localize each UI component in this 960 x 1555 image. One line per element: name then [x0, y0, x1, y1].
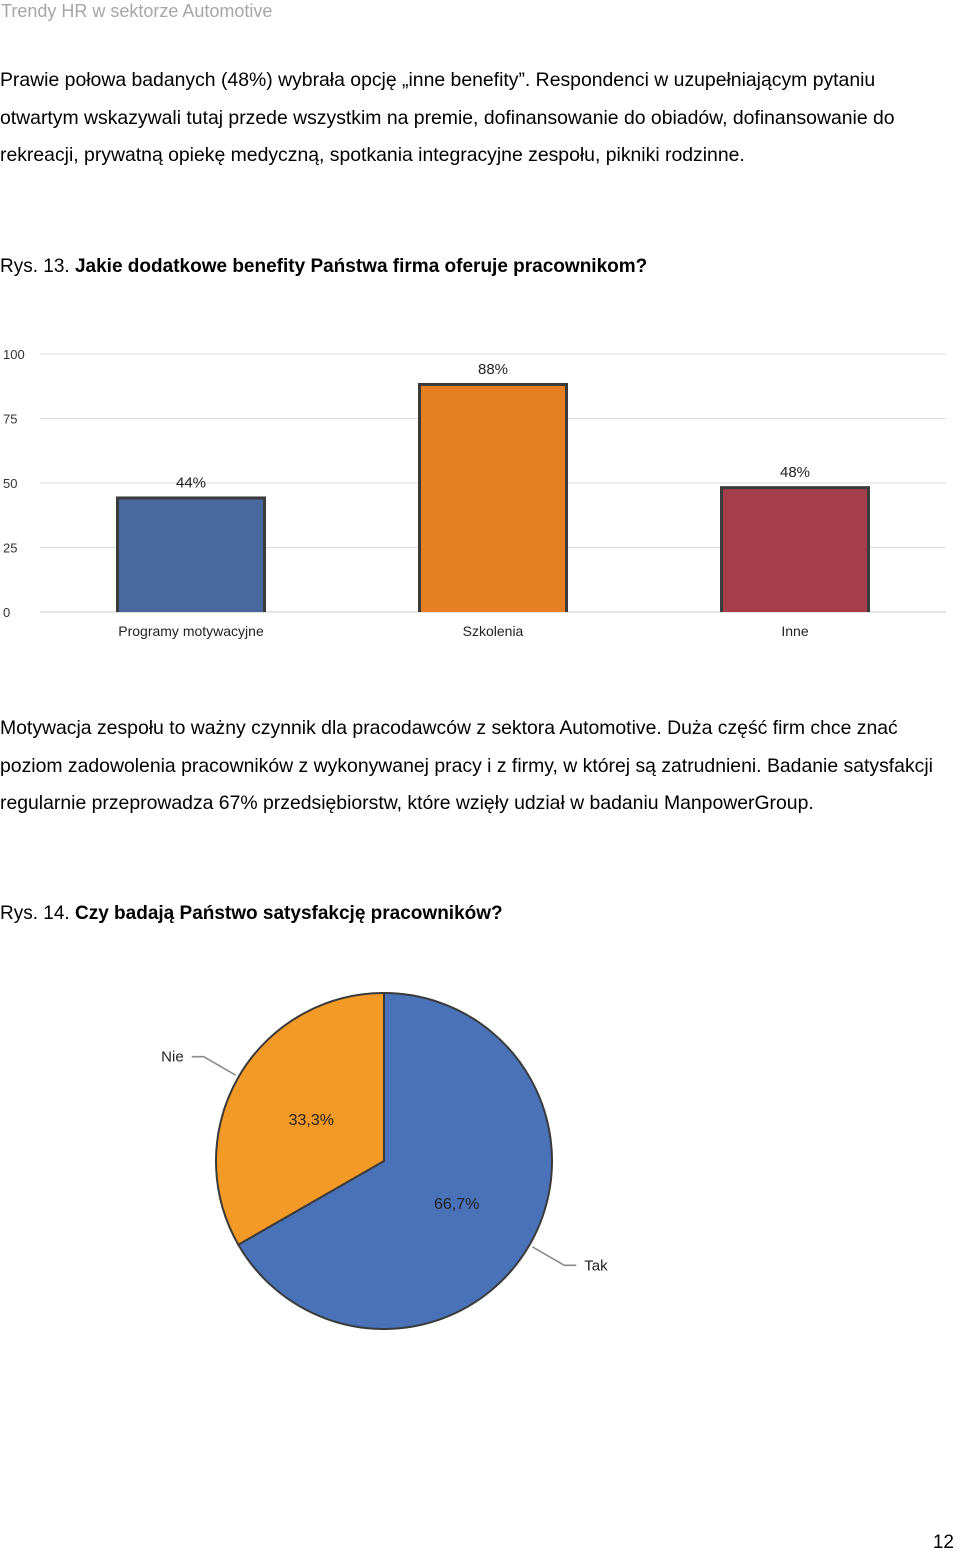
benefits-bar-chart: 0 25 50 75 100 44% Programy motywacyjne 88% Szko… — [3, 347, 946, 639]
bar-value-label: 88% — [478, 361, 508, 378]
y-tick-label: 0 — [3, 605, 10, 620]
pie-slice-1 — [236, 991, 553, 1330]
figure-13-question: Jakie dodatkowe benefity Państwa firma o… — [74, 256, 648, 277]
y-tick-label: 75 — [3, 412, 17, 427]
figure-14-number: Rys. 14. — [0, 903, 70, 924]
y-tick-label: 50 — [3, 476, 17, 491]
category-label: Programy motywacyjne — [118, 623, 264, 639]
bar-2 — [421, 385, 565, 612]
leader-line — [531, 1246, 577, 1267]
y-tick-label: 25 — [3, 541, 17, 556]
satisfaction-pie-chart: 66,7% Tak 33,3% Nie — [161, 991, 608, 1330]
category-label: Szkolenia — [463, 623, 524, 639]
page-number: 12 — [932, 1532, 954, 1553]
category-label: Inne — [781, 623, 808, 639]
pie-value-label: 33,3% — [289, 1112, 334, 1129]
y-tick-label: 100 — [3, 347, 25, 362]
leader-line — [191, 1055, 237, 1076]
bar-3 — [723, 489, 867, 612]
figure-13-caption: Rys. 13. Jakie dodatkowe benefity Państw… — [0, 255, 647, 279]
paragraph-benefits: Prawie połowa badanych (48%) wybrała opc… — [0, 69, 895, 166]
bar-value-label: 48% — [780, 464, 810, 481]
running-header: Trendy HR w sektorze Automotive — [1, 1, 273, 21]
pie-value-label: 66,7% — [434, 1196, 479, 1213]
pie-category-label: Nie — [161, 1049, 184, 1066]
figure-13-number: Rys. 13. — [0, 256, 70, 277]
pie-slice-2 — [215, 991, 385, 1247]
pie-category-label: Tak — [584, 1257, 608, 1274]
bar-1 — [119, 499, 263, 612]
bar-value-label: 44% — [176, 474, 206, 491]
paragraph-satisfaction: Motywacja zespołu to ważny czynnik dla p… — [0, 717, 933, 814]
figure-14-caption: Rys. 14. Czy badają Państwo satysfakcję … — [0, 902, 503, 926]
figure-14-question: Czy badają Państwo satysfakcję pracownik… — [74, 903, 503, 924]
